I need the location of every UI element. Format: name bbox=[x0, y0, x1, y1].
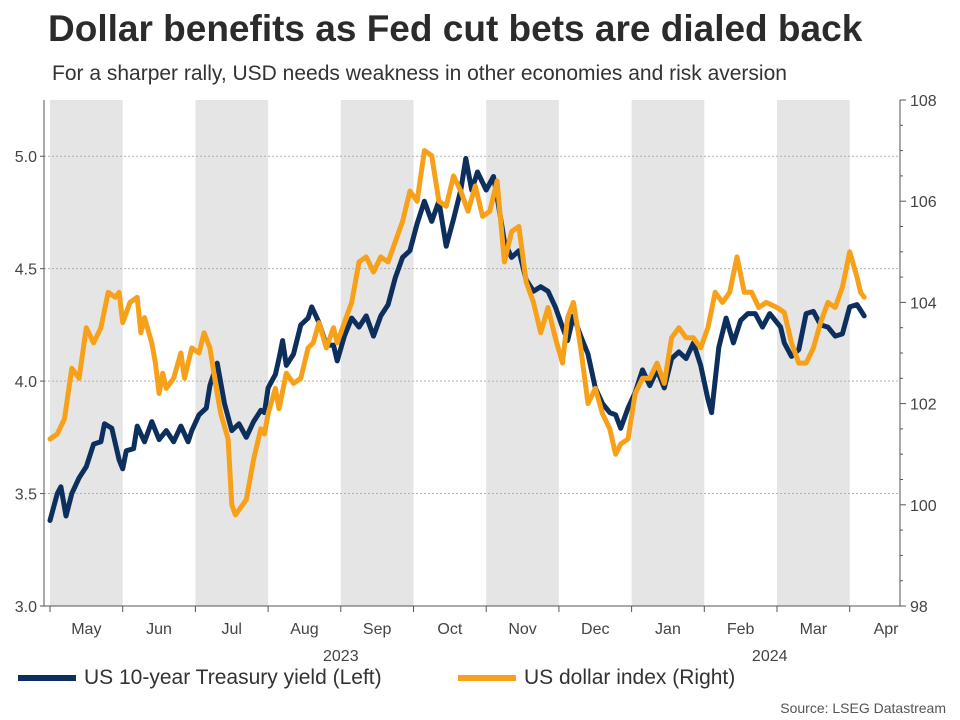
chart-subtitle: For a sharper rally, USD needs weakness … bbox=[52, 62, 787, 85]
month-label: Sep bbox=[363, 621, 392, 638]
month-label: Oct bbox=[437, 621, 462, 638]
right-tick-label: 98 bbox=[910, 599, 928, 616]
legend-item-dollar: US dollar index (Right) bbox=[458, 666, 735, 690]
left-tick-label: 5.0 bbox=[15, 149, 37, 166]
source-note: Source: LSEG Datastream bbox=[780, 700, 946, 716]
shade-band-0 bbox=[50, 100, 123, 606]
left-tick-label: 3.0 bbox=[15, 599, 37, 616]
right-tick-label: 102 bbox=[910, 397, 937, 414]
gridlines bbox=[44, 155, 900, 495]
month-label: Mar bbox=[800, 621, 828, 638]
month-label: Dec bbox=[581, 621, 609, 638]
shade-band-3 bbox=[486, 100, 559, 606]
shade-band-2 bbox=[340, 100, 414, 606]
legend-swatch-yield bbox=[18, 675, 76, 681]
legend-label-yield: US 10-year Treasury yield (Left) bbox=[84, 666, 382, 689]
month-label: Feb bbox=[727, 621, 755, 638]
right-tick-label: 108 bbox=[910, 93, 937, 110]
left-tick-label: 3.5 bbox=[15, 487, 37, 504]
axes: 3.0 3.5 4.0 4.5 5.0 98 100 102 104 106 108 May Jun Ju… bbox=[15, 93, 937, 665]
shade-band-1 bbox=[195, 100, 269, 606]
right-tick-label: 106 bbox=[910, 194, 937, 211]
left-tick-label: 4.0 bbox=[15, 374, 37, 391]
month-label: May bbox=[71, 621, 101, 638]
legend-item-yield: US 10-year Treasury yield (Left) bbox=[18, 666, 382, 690]
legend-swatch-dollar bbox=[458, 675, 516, 681]
series-line-dollar bbox=[47, 148, 867, 518]
month-label: Aug bbox=[290, 621, 318, 638]
right-tick-label: 104 bbox=[910, 295, 937, 312]
month-label: Nov bbox=[508, 621, 536, 638]
month-label: Jul bbox=[222, 621, 242, 638]
legend-label-dollar: US dollar index (Right) bbox=[524, 666, 736, 689]
month-shading bbox=[50, 100, 850, 606]
month-label: Jun bbox=[146, 621, 172, 638]
month-label: Jan bbox=[655, 621, 681, 638]
right-tick-label: 100 bbox=[910, 498, 937, 515]
left-tick-label: 4.5 bbox=[15, 262, 37, 279]
chart-title: Dollar benefits as Fed cut bets are dial… bbox=[48, 8, 863, 49]
month-label: Apr bbox=[874, 621, 900, 638]
year-label: 2023 bbox=[323, 648, 359, 665]
series-line-yield bbox=[47, 156, 867, 523]
year-label: 2024 bbox=[752, 648, 788, 665]
series-lines bbox=[47, 148, 867, 523]
